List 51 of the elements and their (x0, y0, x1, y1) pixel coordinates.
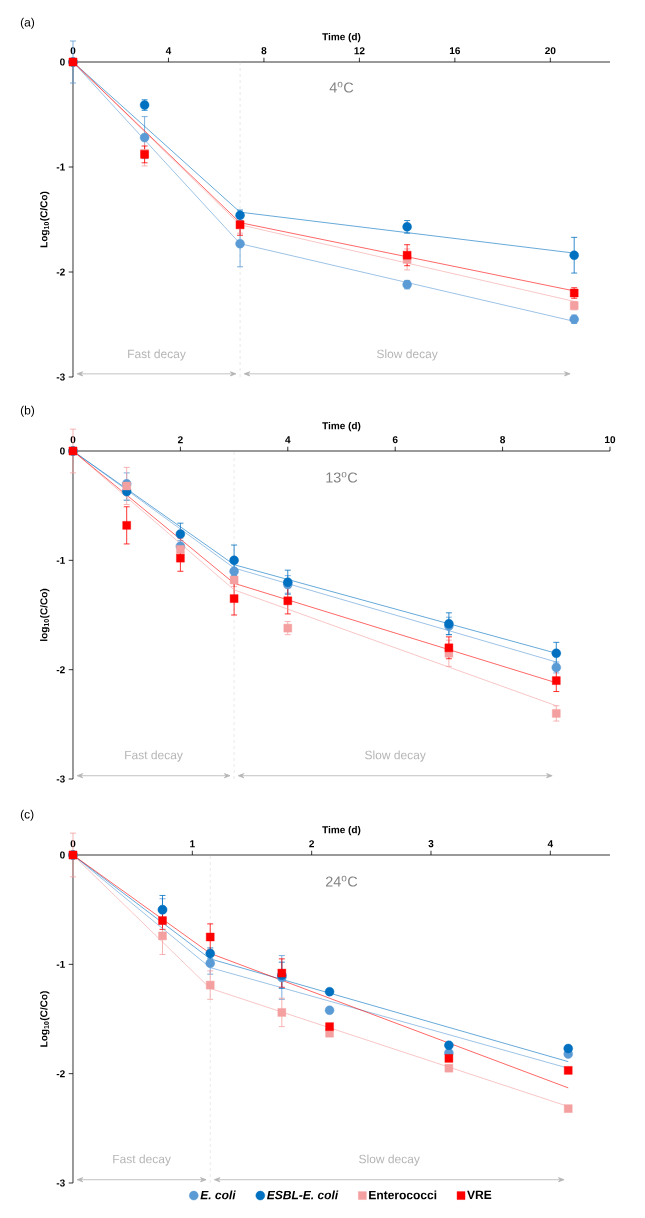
y-tick-label: -2 (56, 268, 65, 276)
annotation: Fast decay (128, 349, 186, 361)
x-tick-label: 2 (177, 436, 183, 444)
y-tick-label: -1 (56, 960, 65, 968)
annotation: Fast decay (113, 1154, 171, 1166)
x-axis-title: Time (d) (322, 32, 361, 43)
y-tick-label: 0 (60, 58, 65, 66)
legend-label: VRE (467, 1190, 492, 1199)
annotation: Slow decay (376, 349, 438, 361)
x-axis-title: Time (d) (322, 421, 361, 432)
legend-label: E. coli (200, 1190, 236, 1200)
x-tick-label: 10 (605, 436, 616, 444)
x-tick-label: 3 (428, 840, 434, 848)
y-tick-label: 0 (60, 851, 65, 859)
chart-title: (b) (20, 405, 35, 417)
annotation: 13$^{o}$C (326, 471, 358, 483)
y-tick-label: -1 (56, 163, 65, 171)
x-tick-label: 4 (285, 436, 291, 444)
y-tick-label: -1 (56, 556, 65, 564)
x-tick-label: 4 (547, 840, 554, 848)
legend-label: Enterococci (369, 1190, 437, 1200)
x-tick-label: 4 (165, 47, 172, 55)
chart-title: (c) (20, 809, 34, 821)
annotation: 4$^{o}$C (329, 81, 354, 93)
legend-label: ESBL-E. coli (267, 1190, 339, 1200)
y-tick-label: -2 (56, 666, 65, 674)
x-tick-label: 0 (70, 47, 76, 55)
annotation: Fast decay (125, 750, 183, 762)
y-tick-label: 0 (60, 447, 65, 455)
x-axis-title: Time (d) (322, 825, 361, 836)
y-tick-label: -3 (56, 775, 65, 783)
chart-title: (a) (20, 17, 35, 29)
x-tick-label: 0 (70, 436, 76, 444)
x-tick-label: 0 (70, 840, 76, 848)
x-tick-label: 8 (500, 436, 506, 444)
x-tick-label: 2 (309, 840, 315, 848)
x-tick-label: 1 (190, 840, 195, 848)
annotation: 24$^{o}$C (325, 875, 358, 887)
y-axis-title: log$_{10}$(C/Co) (40, 588, 50, 641)
y-tick-label: -3 (56, 373, 65, 381)
annotation: Slow decay (359, 1154, 420, 1166)
x-tick-label: 8 (261, 47, 267, 55)
y-tick-label: -2 (56, 1070, 65, 1078)
x-tick-label: 6 (392, 436, 398, 444)
x-tick-label: 16 (449, 47, 461, 55)
annotation: Slow decay (365, 750, 426, 762)
y-axis-title: Log$_{10}$(C/Co) (40, 191, 50, 248)
x-tick-label: 20 (545, 47, 556, 55)
x-tick-label: 12 (354, 47, 365, 55)
y-axis-title: Log$_{10}$(C/Co) (40, 991, 50, 1047)
y-tick-label: -3 (56, 1179, 65, 1187)
